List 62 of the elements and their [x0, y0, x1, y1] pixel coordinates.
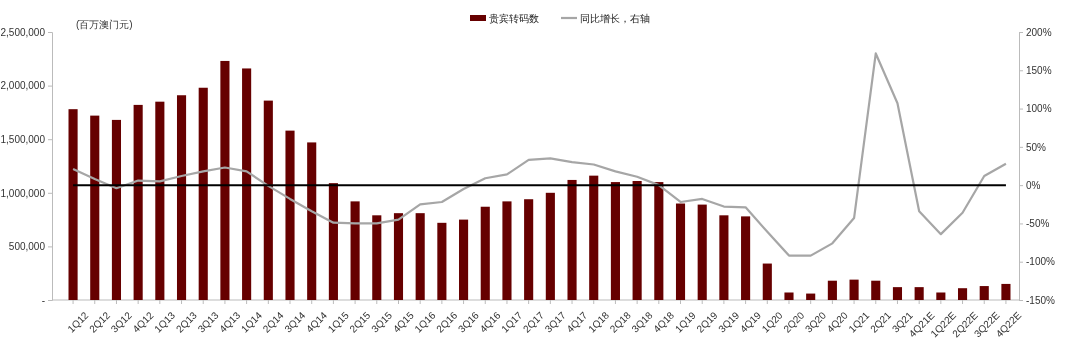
bar: [610, 182, 620, 300]
y2-tick-label: 100%: [1026, 103, 1052, 115]
bar: [111, 119, 122, 300]
bar: [914, 287, 924, 300]
bar: [567, 179, 577, 300]
bar: [589, 175, 599, 300]
y2-tick-label: 0%: [1026, 179, 1041, 191]
bar: [415, 213, 425, 300]
bar: [220, 60, 230, 300]
bar: [242, 68, 252, 300]
y-tick-label: -: [41, 294, 45, 306]
y2-tick-label: -50%: [1026, 218, 1050, 230]
bar: [675, 203, 686, 300]
bar: [372, 215, 382, 300]
bar: [459, 219, 469, 300]
bar: [285, 130, 295, 300]
bar: [936, 292, 946, 300]
bar: [632, 181, 642, 300]
bar: [654, 182, 664, 300]
y-tick-label: 1,000,000: [0, 187, 46, 199]
bar: [827, 280, 837, 300]
bar: [892, 287, 903, 300]
y2-tick-label: -150%: [1026, 294, 1056, 306]
legend-label: 贵宾转码数: [489, 13, 539, 24]
y2-tick-label: 150%: [1026, 64, 1052, 76]
bar: [806, 293, 816, 300]
bar: [719, 215, 729, 300]
bar: [957, 288, 968, 300]
bar: [328, 183, 338, 300]
bar: [741, 216, 751, 300]
bar: [784, 292, 794, 300]
bar: [68, 109, 78, 300]
bar: [697, 204, 707, 300]
y-tick-label: 1,500,000: [0, 133, 46, 145]
bar: [871, 280, 881, 300]
bar: [350, 201, 360, 300]
bar: [979, 286, 989, 300]
bar: [545, 192, 555, 300]
bar: [307, 142, 317, 300]
line-series: [71, 52, 1008, 257]
y2-tick-label: 200%: [1026, 26, 1052, 38]
bar: [198, 87, 208, 300]
bar: [502, 201, 512, 300]
bar: [90, 115, 100, 300]
bar: [1001, 283, 1011, 300]
bar: [849, 279, 859, 300]
y-tick-label: 500,000: [8, 241, 46, 253]
y-axis-title: (百万澳门元): [76, 19, 133, 30]
bar: [133, 104, 143, 300]
y2-tick-label: 50%: [1026, 141, 1047, 153]
y-tick-label: 2,500,000: [0, 26, 46, 38]
y-tick-label: 2,000,000: [0, 80, 46, 92]
bar: [155, 101, 165, 300]
bar: [263, 100, 273, 300]
bar: [762, 263, 772, 300]
bar: [524, 199, 534, 300]
bar: [480, 206, 490, 300]
y2-tick-label: -100%: [1026, 256, 1056, 268]
bar: [176, 95, 187, 300]
bar: [437, 222, 447, 300]
legend-label: 同比增长，右轴: [580, 13, 650, 24]
bar: [393, 213, 404, 300]
